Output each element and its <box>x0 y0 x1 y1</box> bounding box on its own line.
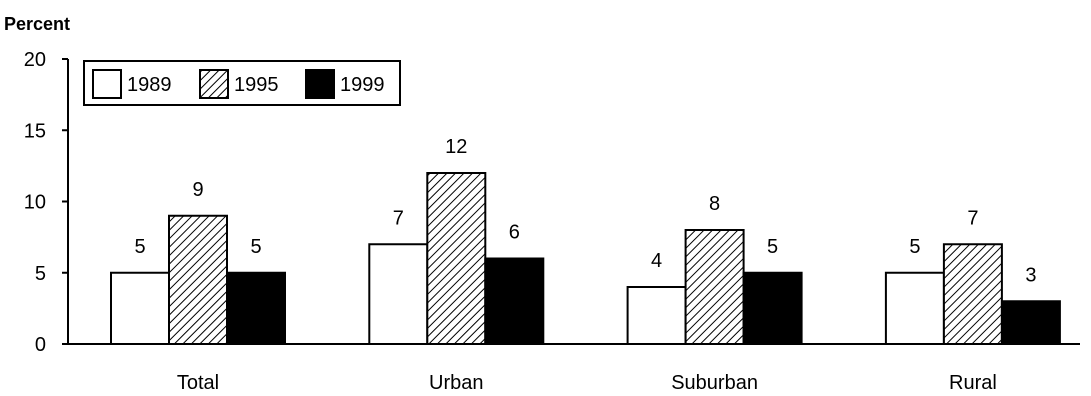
category-label-urban: Urban <box>429 372 483 394</box>
data-label: 6 <box>509 222 520 244</box>
y-tick-label: 10 <box>24 192 46 214</box>
category-labels-group: Total Urban Suburban Rural <box>177 372 997 394</box>
bar-1989-rural <box>884 271 945 345</box>
bar-1999-urban <box>484 257 545 345</box>
bar-1995-rural <box>942 243 1003 345</box>
legend-label-1989: 1989 <box>127 74 172 96</box>
data-label: 9 <box>192 179 203 201</box>
y-tick-label: 20 <box>24 49 46 71</box>
y-tick-label: 15 <box>24 120 46 142</box>
legend-swatch-1999 <box>305 69 335 99</box>
bar-1995-urban <box>426 172 487 345</box>
bar-1995-total <box>168 214 228 345</box>
bar-1995-suburban <box>684 229 745 345</box>
bar-1999-rural <box>1000 300 1061 345</box>
bars-group <box>110 172 1061 345</box>
bar-1989-suburban <box>626 286 687 345</box>
category-label-suburban: Suburban <box>671 372 758 394</box>
data-label: 4 <box>651 250 662 272</box>
legend-swatch-1989 <box>92 69 122 99</box>
category-label-total: Total <box>177 372 219 394</box>
bar-1989-total <box>110 271 170 345</box>
bar-1999-suburban <box>742 271 803 345</box>
data-label: 7 <box>393 207 404 229</box>
bar-1989-urban <box>368 243 429 345</box>
y-axis-label: Percent <box>4 14 70 34</box>
bar-1999-total <box>226 271 286 345</box>
data-labels-group: 5 9 5 7 12 6 4 8 5 5 7 3 <box>134 136 1036 286</box>
legend-swatch-1995 <box>199 69 229 99</box>
legend: 1989 1995 1999 <box>83 60 401 106</box>
legend-label-1999: 1999 <box>340 74 385 96</box>
data-label: 5 <box>767 236 778 258</box>
y-tick-label: 5 <box>35 263 46 285</box>
data-label: 3 <box>1025 264 1036 286</box>
data-label: 8 <box>709 193 720 215</box>
y-tick-label: 0 <box>35 334 46 356</box>
category-label-rural: Rural <box>949 372 997 394</box>
data-label: 7 <box>967 207 978 229</box>
data-label: 5 <box>134 236 145 258</box>
legend-label-1995: 1995 <box>234 74 279 96</box>
data-label: 5 <box>250 236 261 258</box>
data-label: 12 <box>445 136 467 158</box>
legend-box <box>83 60 401 106</box>
data-label: 5 <box>909 236 920 258</box>
